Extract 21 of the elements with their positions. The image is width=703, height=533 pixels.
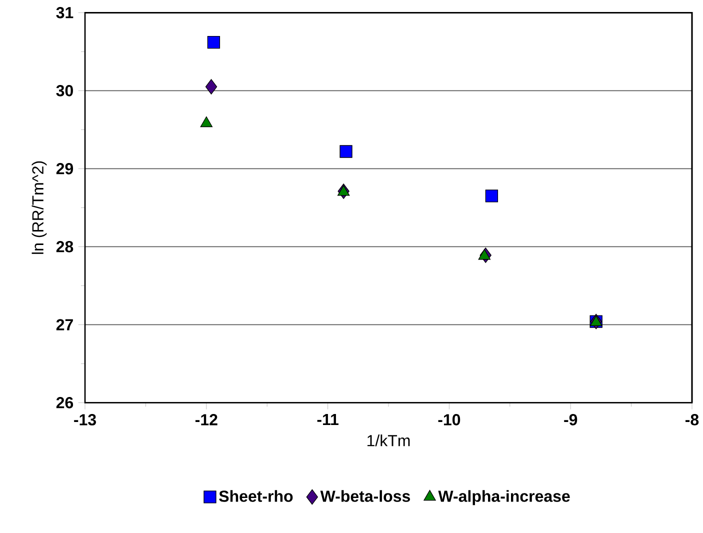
point <box>207 36 220 49</box>
point <box>205 79 218 95</box>
x-axis-title: 1/kTm <box>367 434 410 446</box>
x-tick-label: -10 <box>438 414 460 426</box>
point <box>485 190 498 202</box>
y-tick-label: 26 <box>56 397 74 408</box>
x-tick-label: -8 <box>686 414 699 426</box>
legend-label: W-alpha-increase <box>438 490 570 506</box>
x-tick-label: -13 <box>74 414 96 426</box>
point <box>340 145 352 158</box>
y-tick-label: 27 <box>56 319 73 330</box>
y-tick-label: 28 <box>56 241 74 252</box>
x-tick-label: -9 <box>564 414 578 426</box>
y-axis-title: ln (RR/Tm^2) <box>32 162 47 254</box>
legend-label: W-beta-loss <box>320 490 410 502</box>
y-tick-label: 31 <box>56 7 74 19</box>
y-tick-label: 29 <box>56 163 74 174</box>
legend-label: Sheet-rho <box>219 490 293 502</box>
x-tick-label: -12 <box>195 414 218 426</box>
x-tick-label: -11 <box>317 414 338 426</box>
y-tick-label: 30 <box>56 85 73 97</box>
